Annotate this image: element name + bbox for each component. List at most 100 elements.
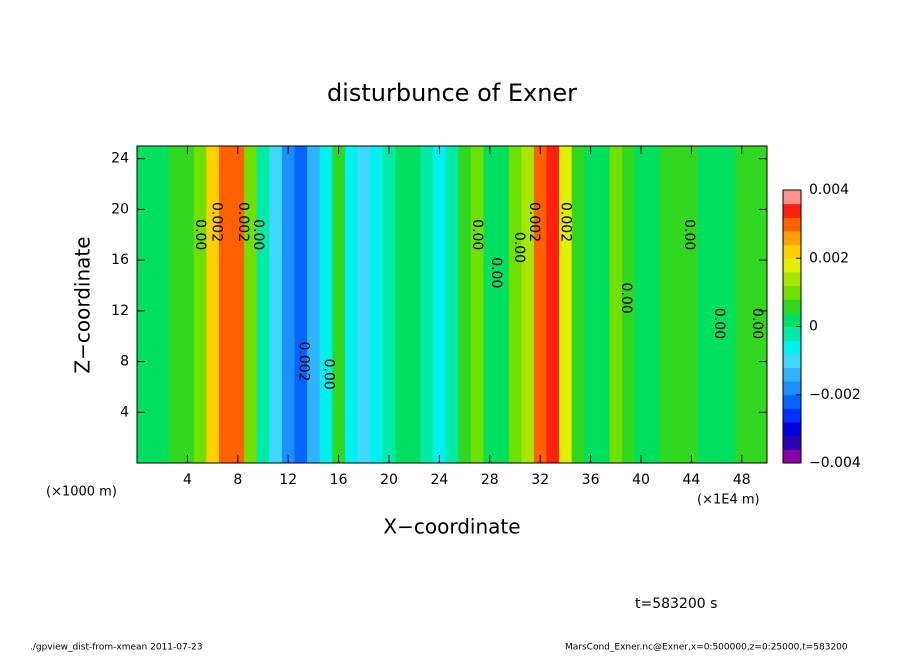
colorbar-tick-label: 0.002 [809, 250, 849, 266]
field-column [533, 146, 547, 463]
field-column [508, 146, 522, 463]
field-column [357, 146, 371, 463]
colorbar-segment [783, 353, 801, 368]
chart-title: disturbunce of Exner [327, 79, 577, 107]
field-column [269, 146, 283, 463]
field-column [685, 146, 699, 463]
time-label: t=583200 s [635, 596, 717, 612]
colorbar-segment [783, 422, 801, 437]
field-column [445, 146, 459, 463]
field-column [735, 146, 749, 463]
field-column [256, 146, 270, 463]
field-column [571, 146, 585, 463]
colorbar-segment [783, 340, 801, 355]
colorbar-tick-label: −0.004 [809, 455, 861, 471]
field-column [584, 146, 598, 463]
colorbar-segment [783, 312, 801, 327]
x-tick-label: 16 [330, 472, 348, 488]
footer-right: MarsCond_Exner.nc@Exner,x=0:500000,z=0:2… [565, 643, 848, 653]
field-column [559, 146, 573, 463]
field-column [206, 146, 220, 463]
field-column [382, 146, 396, 463]
x-tick-label: 32 [531, 472, 549, 488]
colorbar-segment [783, 244, 801, 259]
field-column [332, 146, 346, 463]
colorbar-segment [783, 326, 801, 341]
field-column [420, 146, 434, 463]
field-column [168, 146, 182, 463]
field-column [710, 146, 724, 463]
field-column [307, 146, 321, 463]
contour-label: 0.00 [488, 257, 504, 288]
field-column [181, 146, 195, 463]
contour-label: 0.00 [469, 219, 485, 250]
colorbar-segment [783, 258, 801, 273]
contour-label: 0.00 [192, 219, 208, 250]
field-column [622, 146, 636, 463]
colorbar-segment [783, 230, 801, 246]
colorbar-tick-label: 0.004 [809, 182, 849, 198]
x-tick-label: 4 [183, 472, 192, 488]
field-column [231, 146, 245, 463]
colorbar-segment [783, 190, 801, 205]
y-tick-label: 4 [120, 404, 129, 420]
field-column [433, 146, 447, 463]
field-column [370, 146, 384, 463]
x-tick-label: 12 [279, 472, 297, 488]
colorbar-segment [783, 381, 801, 396]
colorbar-tick-label: 0 [809, 319, 818, 335]
contour-label: 0.00 [321, 359, 337, 390]
contour-label: 0.002 [235, 202, 251, 242]
x-tick-label: 24 [430, 472, 448, 488]
y-tick-label: 24 [111, 151, 129, 167]
x-tick-label: 8 [233, 472, 242, 488]
field-column [281, 146, 295, 463]
contour-label: 0.002 [208, 202, 224, 242]
field-column [407, 146, 421, 463]
field-column [395, 146, 409, 463]
y-tick-label: 16 [111, 252, 129, 268]
x-tick-label: 44 [682, 472, 700, 488]
x-unit-right: (×1E4 m) [697, 493, 760, 508]
x-tick-label: 20 [380, 472, 398, 488]
y-tick-label: 20 [111, 201, 129, 217]
contour-label: 0.00 [749, 308, 765, 339]
field-column [244, 146, 258, 463]
field-column [458, 146, 472, 463]
field-column [546, 146, 560, 463]
field-column [483, 146, 497, 463]
x-axis-label: X−coordinate [383, 515, 520, 539]
colorbar-segment [783, 367, 801, 382]
colorbar-segment [783, 271, 801, 287]
y-tick-label: 8 [120, 354, 129, 370]
contour-label: 0.002 [295, 342, 311, 382]
field-column [155, 146, 169, 463]
x-tick-label: 28 [481, 472, 499, 488]
field-column [672, 146, 686, 463]
field-column [647, 146, 661, 463]
contour-label: 0.002 [557, 202, 573, 242]
field-column [470, 146, 484, 463]
colorbar-segment [783, 394, 801, 409]
field-column [344, 146, 358, 463]
contour-label: 0.00 [681, 219, 697, 250]
colorbar-segment [783, 449, 801, 464]
field-column [319, 146, 333, 463]
colorbar-segment [783, 408, 801, 423]
colorbar-segment [783, 217, 801, 232]
field-column [697, 146, 711, 463]
colorbar-segment [783, 435, 801, 450]
field-column [193, 146, 207, 463]
field-column [634, 146, 648, 463]
field-column [137, 146, 144, 463]
x-tick-label: 36 [582, 472, 600, 488]
field-column [659, 146, 673, 463]
colorbar-segment [783, 203, 801, 218]
contour-label: 0.00 [250, 219, 266, 250]
y-tick-label: 12 [111, 303, 129, 319]
footer-left: ./gpview_dist-from-xmean 2011-07-23 [30, 643, 202, 653]
x-tick-label: 48 [733, 472, 751, 488]
contour-label: 0.002 [526, 202, 542, 242]
plot-frame [136, 145, 768, 464]
